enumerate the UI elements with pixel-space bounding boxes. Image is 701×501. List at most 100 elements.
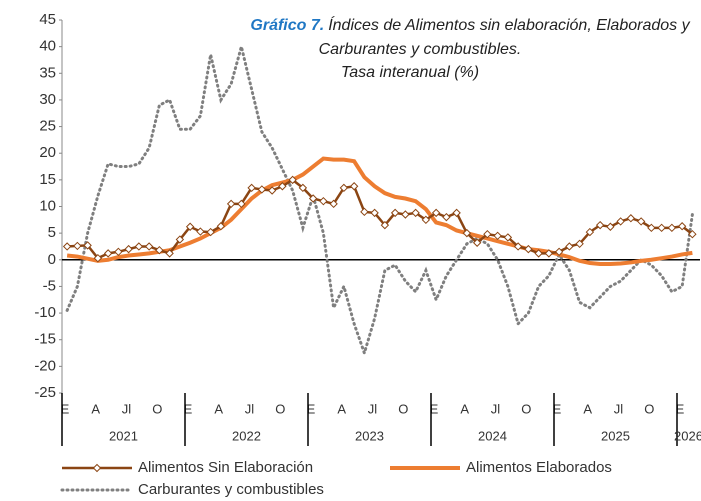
x-tick-label: O — [275, 401, 285, 416]
x-tick-label: E — [184, 401, 193, 416]
marker — [606, 222, 615, 231]
marker — [339, 183, 349, 193]
marker — [349, 182, 359, 191]
y-tick-label: 30 — [39, 91, 56, 108]
marker — [267, 186, 277, 195]
marker — [626, 214, 636, 223]
y-tick-label: 25 — [39, 118, 56, 135]
y-tick-label: -10 — [34, 304, 56, 321]
marker — [360, 207, 369, 217]
marker — [257, 185, 267, 194]
marker — [83, 241, 92, 250]
marker — [677, 222, 687, 231]
marker — [216, 222, 226, 231]
marker — [513, 242, 523, 251]
x-tick-label: Jl — [245, 401, 255, 416]
marker — [595, 220, 605, 230]
marker — [308, 194, 318, 203]
marker — [278, 182, 287, 191]
marker — [688, 230, 697, 239]
marker — [319, 196, 328, 206]
x-tick-label: A — [583, 401, 592, 416]
x-tick-label: E — [676, 401, 685, 416]
marker — [493, 231, 502, 241]
series-line — [65, 46, 694, 358]
year-label: 2024 — [478, 428, 507, 443]
marker — [144, 242, 154, 251]
x-tick-label: E — [553, 401, 562, 416]
marker — [657, 223, 666, 233]
marker — [175, 235, 185, 244]
year-label: 2022 — [232, 428, 261, 443]
legend-label: Alimentos Elaborados — [466, 459, 612, 476]
x-tick-label: A — [460, 401, 469, 416]
x-tick-label: Jl — [614, 401, 624, 416]
x-tick-label: E — [61, 401, 70, 416]
marker — [247, 183, 256, 193]
marker — [329, 199, 338, 209]
y-tick-label: 35 — [39, 64, 56, 81]
x-tick-label: O — [152, 401, 162, 416]
x-tick-label: A — [337, 401, 346, 416]
y-tick-label: 5 — [48, 224, 56, 241]
x-tick-label: A — [214, 401, 223, 416]
marker — [483, 230, 492, 239]
y-tick-label: -25 — [34, 384, 56, 401]
marker — [575, 239, 584, 249]
marker — [472, 238, 482, 247]
marker — [565, 242, 574, 251]
y-tick-label: -20 — [34, 357, 56, 374]
legend-label: Carburantes y combustibles — [138, 481, 324, 498]
marker — [165, 249, 174, 258]
marker — [667, 223, 677, 233]
title-line: Índices de Alimentos sin elaboración, El… — [328, 15, 690, 34]
y-tick-label: 10 — [39, 197, 56, 214]
marker — [544, 249, 554, 258]
marker — [647, 223, 656, 233]
legend-label: Alimentos Sin Elaboración — [138, 459, 313, 476]
marker — [62, 242, 72, 251]
chart-subtitle: Tasa interanual (%) — [341, 64, 479, 81]
year-label: 2023 — [355, 428, 384, 443]
marker — [206, 227, 215, 237]
x-tick-label: O — [644, 401, 654, 416]
x-tick-label: Jl — [368, 401, 378, 416]
marker — [452, 208, 461, 218]
marker — [155, 245, 164, 255]
x-tick-label: O — [521, 401, 531, 416]
x-tick-label: O — [398, 401, 408, 416]
marker — [401, 210, 410, 219]
marker — [103, 249, 113, 258]
marker — [585, 227, 595, 237]
x-tick-label: Jl — [122, 401, 132, 416]
marker — [431, 208, 441, 218]
y-tick-label: 40 — [39, 38, 56, 55]
y-tick-label: -5 — [43, 277, 56, 294]
marker — [524, 244, 533, 254]
y-tick-label: 15 — [39, 171, 56, 188]
legend-marker — [92, 463, 102, 473]
marker — [411, 208, 420, 218]
marker — [185, 222, 195, 231]
marker — [298, 183, 308, 193]
marker — [124, 244, 133, 254]
year-label: 2025 — [601, 428, 630, 443]
marker — [390, 208, 400, 218]
title-line: Carburantes y combustibles. — [319, 41, 522, 58]
marker — [380, 220, 390, 230]
marker — [93, 253, 103, 263]
x-tick-label: A — [91, 401, 100, 416]
marker — [421, 215, 431, 225]
x-tick-label: E — [430, 401, 439, 416]
marker — [196, 227, 205, 236]
y-tick-label: 0 — [48, 251, 56, 268]
marker — [288, 175, 297, 185]
marker — [134, 242, 144, 251]
marker — [442, 212, 451, 222]
marker — [636, 217, 646, 226]
chart-title: Gráfico 7. Índices de Alimentos sin elabo… — [250, 15, 690, 34]
marker — [503, 233, 513, 242]
year-label: 2021 — [109, 428, 138, 443]
marker — [226, 199, 236, 209]
